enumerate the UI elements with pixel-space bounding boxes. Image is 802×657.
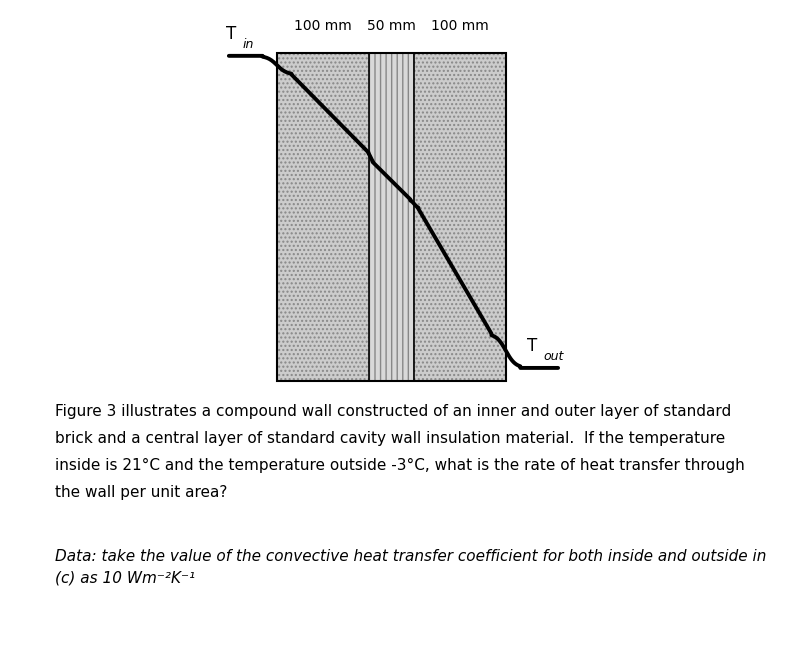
- Bar: [277, 53, 505, 381]
- Bar: [414, 53, 505, 381]
- Bar: [277, 53, 368, 381]
- Text: 50 mm: 50 mm: [367, 19, 415, 33]
- Text: Figure 3 illustrates a compound wall constructed of an inner and outer layer of : Figure 3 illustrates a compound wall con…: [55, 404, 743, 500]
- Text: 100 mm: 100 mm: [431, 19, 488, 33]
- Text: Data: take the value of the convective heat transfer coefficient for both inside: Data: take the value of the convective h…: [55, 549, 765, 586]
- Text: out: out: [543, 350, 563, 363]
- Text: 100 mm: 100 mm: [294, 19, 351, 33]
- Text: $\mathregular{T}$: $\mathregular{T}$: [225, 25, 237, 43]
- Bar: [368, 53, 414, 381]
- Text: in: in: [242, 38, 253, 51]
- Text: $\mathregular{T}$: $\mathregular{T}$: [525, 337, 537, 355]
